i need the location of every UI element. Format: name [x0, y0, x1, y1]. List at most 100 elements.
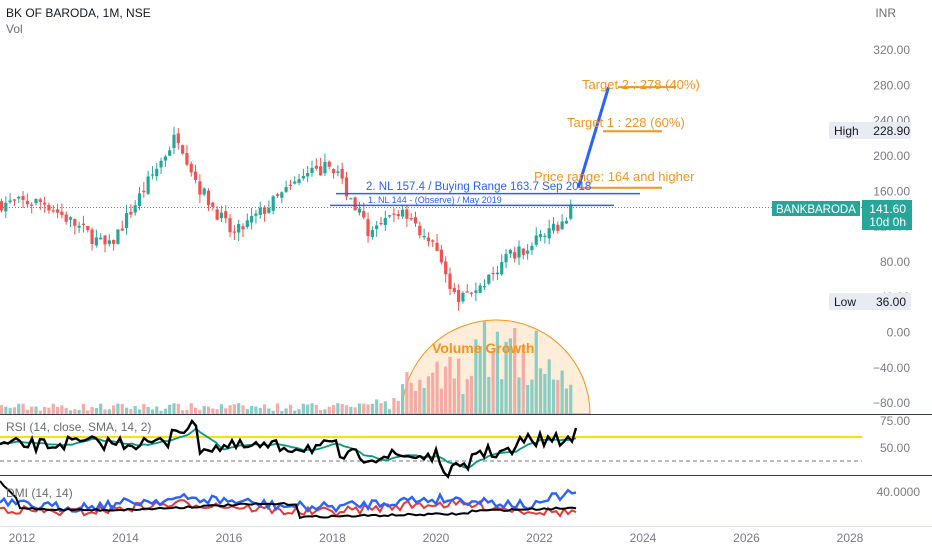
volume-bar — [474, 339, 478, 414]
volume-bar — [107, 409, 111, 414]
candle-body — [193, 171, 198, 180]
candle-body — [21, 196, 25, 200]
symbol-tag-bg — [772, 201, 860, 216]
candle-body — [538, 234, 543, 238]
candle-body — [547, 228, 551, 239]
volume-bar — [534, 330, 538, 414]
candle-body — [34, 198, 38, 204]
volume-bar — [547, 359, 551, 414]
volume-bar — [81, 403, 86, 414]
candle-body — [245, 220, 249, 227]
volume-bar — [366, 404, 370, 414]
candle-body — [284, 187, 288, 192]
candle-body — [314, 165, 318, 169]
candle-body — [224, 211, 228, 219]
volume-bar — [159, 410, 163, 414]
candle-body — [543, 235, 547, 237]
candle-body — [534, 235, 538, 245]
rsi-line — [0, 418, 578, 479]
volume-bar — [327, 406, 331, 414]
volume-bar — [17, 403, 21, 414]
candle-body — [379, 222, 383, 225]
price-range-label: Price range: 164 and higher — [534, 169, 695, 184]
volume-bar — [538, 368, 543, 414]
volume-bar — [12, 407, 17, 414]
candle-body — [297, 179, 301, 183]
volume-bar — [86, 410, 90, 414]
volume-bar — [181, 410, 185, 414]
candle-body — [383, 218, 387, 226]
volume-bar — [43, 406, 47, 414]
volume-bar — [319, 409, 323, 414]
candle-body — [112, 239, 116, 244]
rsi-tick-label: 50.00 — [880, 441, 910, 455]
volume-bar — [198, 409, 202, 414]
candle-body — [482, 286, 487, 288]
volume-bar — [0, 405, 4, 414]
nl2-label: 2. NL 157.4 / Buying Range 163.7 Sep 201… — [366, 181, 591, 193]
low-tag-bg — [829, 293, 911, 310]
candle-body — [146, 176, 150, 194]
symbol-title: BK OF BARODA, 1M, NSE — [6, 6, 151, 20]
candle-body — [491, 272, 495, 275]
candle-body — [569, 204, 573, 219]
candle-body — [530, 245, 534, 251]
candle-body — [211, 202, 215, 207]
candle-body — [521, 248, 525, 255]
high-tag-label: High — [834, 124, 859, 138]
volume-bar — [383, 401, 387, 414]
volume-bar — [25, 409, 29, 414]
candle-body — [73, 219, 77, 226]
candle-body — [129, 211, 133, 215]
candle-body — [310, 167, 314, 174]
target1-label: Target 1 : 228 (60%) — [567, 115, 685, 130]
candle-body — [150, 174, 155, 176]
volume-bar — [457, 358, 461, 414]
volume-bar — [30, 406, 34, 414]
candle-body — [495, 272, 500, 275]
volume-bar — [400, 384, 405, 414]
candle-body — [55, 209, 60, 213]
nl1-label: 1. NL 144 - (Observe) / May 2019 — [368, 195, 502, 205]
candle-body — [370, 230, 374, 238]
countdown-value: 10d 0h — [869, 215, 906, 229]
time-tick-label: 2024 — [630, 531, 657, 545]
volume-bar — [284, 408, 288, 414]
volume-bar — [370, 403, 374, 414]
volume-bar — [413, 390, 418, 414]
volume-bar — [564, 388, 569, 414]
candle-body — [8, 200, 12, 203]
candle-body — [17, 196, 21, 199]
volume-bar — [306, 404, 310, 414]
projection-line — [576, 86, 610, 189]
candle-body — [4, 202, 8, 212]
candle-body — [388, 215, 392, 217]
volume-bar — [435, 361, 439, 414]
candle-body — [172, 134, 176, 149]
candle-body — [159, 160, 163, 168]
candle-body — [452, 288, 456, 292]
volume-bar — [150, 409, 155, 414]
candle-body — [142, 190, 146, 193]
volume-bar — [245, 409, 249, 414]
candle-body — [426, 237, 431, 242]
candle-body — [155, 168, 159, 177]
symbol-tag: BANKBARODA — [776, 204, 856, 216]
candle-body — [250, 215, 254, 223]
candle-body — [319, 166, 323, 176]
high-tag-value: 228.90 — [873, 124, 910, 138]
volume-bar — [211, 408, 215, 414]
price-tick-label: −80.00 — [873, 396, 910, 410]
volume-bar — [551, 379, 556, 414]
volume-bar — [262, 404, 267, 414]
volume-bar — [172, 403, 176, 414]
candle-body — [465, 291, 469, 293]
candle-body — [413, 217, 418, 224]
candle-body — [405, 209, 409, 219]
volume-bar — [219, 404, 224, 414]
candle-body — [353, 197, 357, 211]
candle-body — [0, 201, 4, 211]
candle-body — [392, 213, 396, 215]
